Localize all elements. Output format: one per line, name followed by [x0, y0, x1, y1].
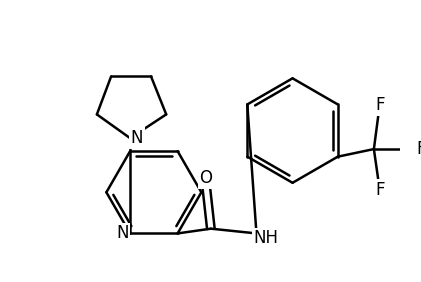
Text: F: F	[376, 96, 385, 114]
Text: F: F	[417, 140, 421, 158]
Text: N: N	[131, 129, 143, 147]
Text: F: F	[376, 181, 385, 199]
Text: N: N	[116, 224, 129, 243]
Text: NH: NH	[253, 229, 278, 247]
Text: O: O	[200, 169, 213, 187]
